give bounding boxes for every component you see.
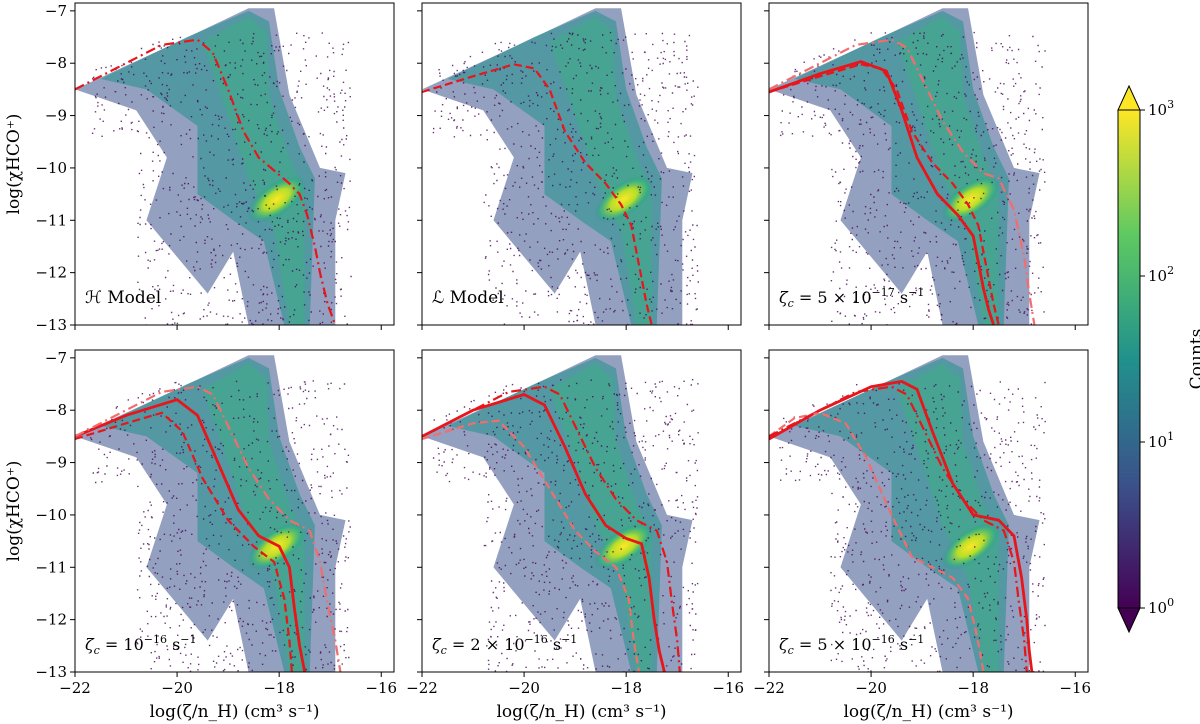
series-line-1-dashdot xyxy=(75,38,337,325)
colorbar-tick-label: 102 xyxy=(1148,264,1174,285)
series-line-3-dashdot xyxy=(75,385,342,672)
x-tick-label: −18 xyxy=(610,679,642,697)
panel-1: −7 −8 −9 −10 −11 −12 −13 log(χHCO⁺) ℋ Model xyxy=(4,2,395,334)
panel-5: −22 −20 −18 −16 log(ζ/n_H) (cm³ s⁻¹) ζc = 2 ×… xyxy=(406,349,744,722)
panel-2: ℒ Model xyxy=(417,2,742,330)
axes-frame xyxy=(74,2,395,326)
x-tick-label: −18 xyxy=(957,679,989,697)
y-axis-label: log(χHCO⁺) xyxy=(4,461,24,562)
colorbar-extend-min xyxy=(1117,607,1141,634)
y-tick-label: −9 xyxy=(45,107,67,125)
axes-frame xyxy=(421,349,742,673)
y-axis-label: log(χHCO⁺) xyxy=(4,114,24,215)
panel-label: ζc = 5 × 10−16 s−1 xyxy=(779,633,924,657)
y-tick-label: −13 xyxy=(35,663,67,681)
series-line-1-solid xyxy=(422,392,666,672)
density-scatter xyxy=(75,355,351,672)
density-scatter xyxy=(422,8,699,325)
y-tick-label: −9 xyxy=(45,454,67,472)
series-line-2-dashed xyxy=(75,411,293,672)
series-line-2-dashed xyxy=(422,419,640,672)
axes-frame xyxy=(74,349,395,673)
colorbar-tick-label: 101 xyxy=(1148,430,1174,451)
y-tick-label: −8 xyxy=(45,401,67,419)
x-tick-label: −22 xyxy=(59,679,91,697)
axes-frame xyxy=(768,349,1089,673)
x-axis-label: log(ζ/n_H) (cm³ s⁻¹) xyxy=(496,702,666,722)
y-tick-label: −7 xyxy=(45,349,67,367)
series-line-3-dashdot xyxy=(769,385,1028,672)
y-tick-label: −13 xyxy=(35,316,67,334)
x-tick-label: −22 xyxy=(406,679,438,697)
axes-frame xyxy=(768,2,1089,326)
y-tick-label: −10 xyxy=(35,506,67,524)
y-tick-label: −8 xyxy=(45,54,67,72)
panel-label: ℋ Model xyxy=(85,288,161,308)
x-axis-label: log(ζ/n_H) (cm³ s⁻¹) xyxy=(149,702,319,722)
colorbar-gradient xyxy=(1117,109,1141,609)
series-line-1-dashed xyxy=(422,63,653,325)
y-tick-label: −12 xyxy=(35,264,67,282)
x-tick-label: −16 xyxy=(365,679,397,697)
panel-3: ζc = 5 × 10−17 s−1 xyxy=(764,2,1089,330)
panel-label: ζc = 10−16 s−1 xyxy=(85,633,197,657)
x-tick-label: −16 xyxy=(1059,679,1091,697)
x-tick-label: −20 xyxy=(161,679,193,697)
x-tick-label: −20 xyxy=(855,679,887,697)
y-tick-label: −11 xyxy=(35,558,67,576)
panel-label: ζc = 5 × 10−17 s−1 xyxy=(779,286,924,310)
y-tick-label: −12 xyxy=(35,611,67,629)
y-tick-label: −7 xyxy=(45,2,67,20)
density-scatter xyxy=(769,8,1046,325)
axes-frame xyxy=(421,2,742,326)
x-tick-label: −22 xyxy=(753,679,785,697)
series-line-3-dashdot xyxy=(422,385,681,672)
panel-6: −22 −20 −18 −16 log(ζ/n_H) (cm³ s⁻¹) ζc = 5 ×… xyxy=(753,349,1091,722)
x-tick-label: −18 xyxy=(263,679,295,697)
density-scatter xyxy=(75,8,352,325)
colorbar-tick-label: 100 xyxy=(1148,596,1174,617)
panel-label: ζc = 2 × 10−16 s−1 xyxy=(432,633,577,657)
y-tick-label: −11 xyxy=(35,211,67,229)
x-tick-label: −20 xyxy=(508,679,540,697)
x-axis-label: log(ζ/n_H) (cm³ s⁻¹) xyxy=(843,702,1013,722)
x-tick-label: −16 xyxy=(712,679,744,697)
colorbar-extend-max xyxy=(1117,84,1141,111)
series-line-2-dashed xyxy=(769,63,1000,325)
panel-4: −22 −20 −18 −16 −7 −8 −9 −10 −11 −12 −13 log(χHCO⁺)… xyxy=(4,349,397,722)
colorbar-tick-label: 103 xyxy=(1148,98,1174,119)
series-line-3-dashdot xyxy=(769,38,1036,325)
series-line-2-dashed xyxy=(769,411,985,672)
series-line-1-solid xyxy=(769,60,995,325)
density-scatter xyxy=(769,355,1046,672)
colorbar-label: Counts xyxy=(1187,329,1200,390)
panel-label: ℒ Model xyxy=(432,288,504,308)
colorbar: 103 102 101 100 Counts xyxy=(1117,84,1200,634)
y-tick-label: −10 xyxy=(35,159,67,177)
density-scatter xyxy=(422,355,699,672)
series-line-1-solid xyxy=(75,398,307,672)
